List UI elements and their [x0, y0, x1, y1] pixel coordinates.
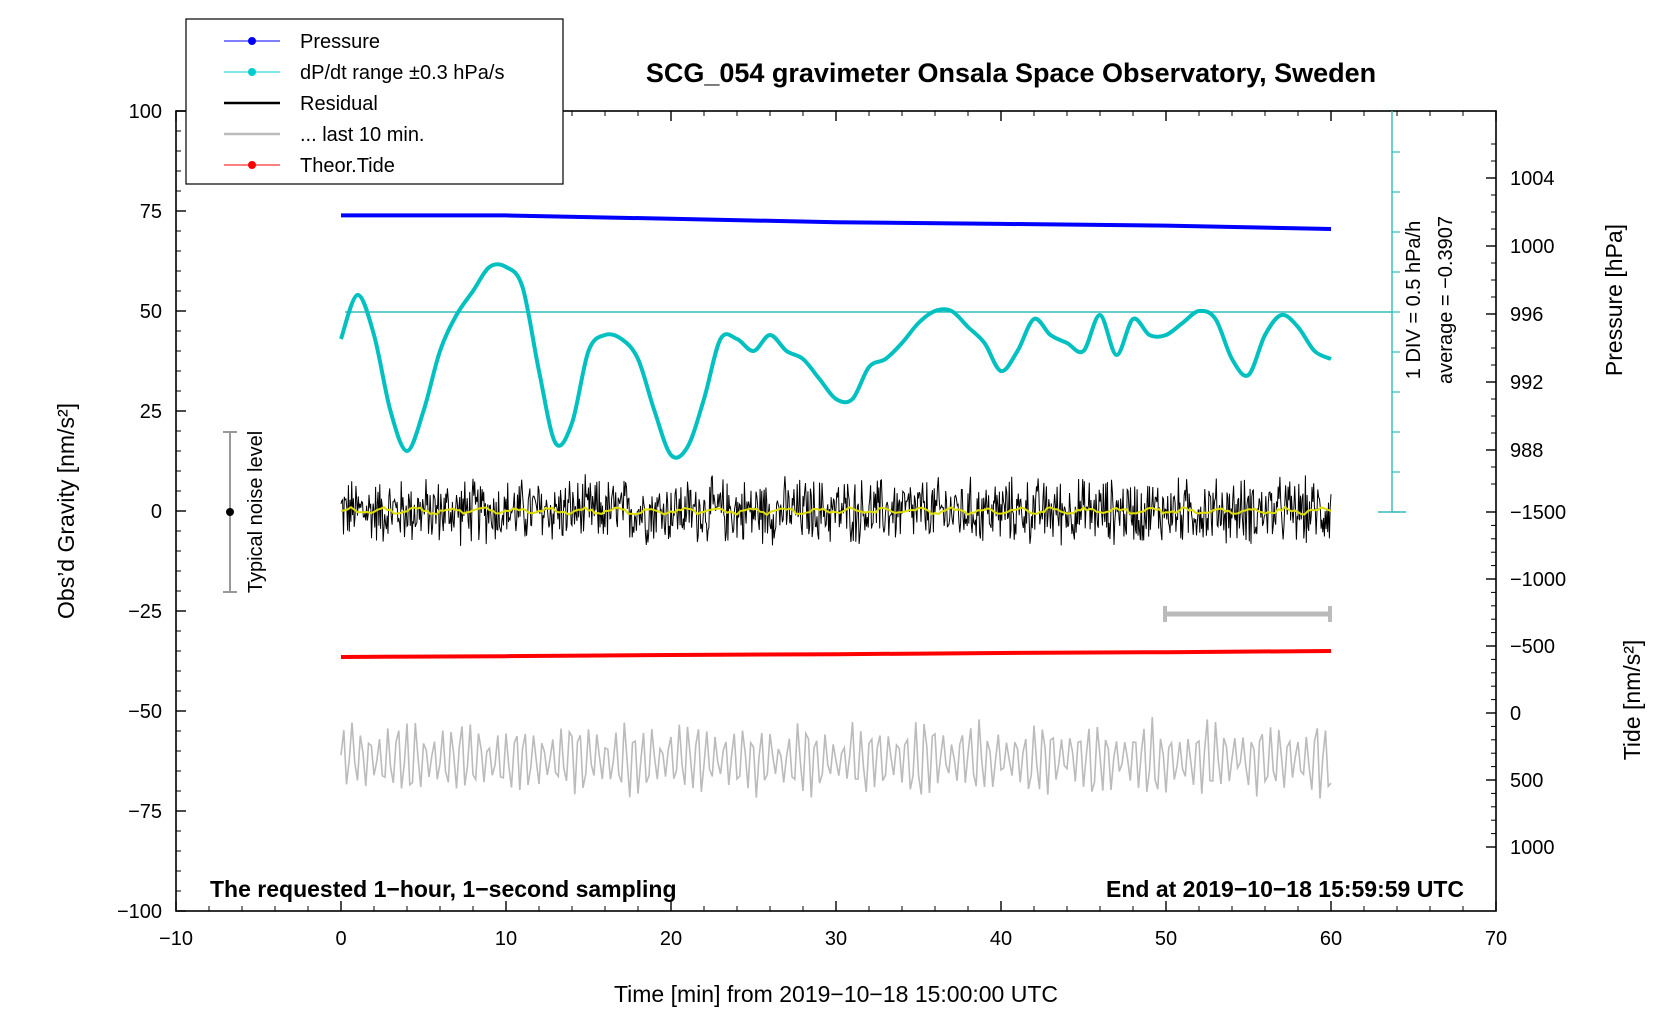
- tide-axis-title: Tide [nm/s²]: [1619, 640, 1645, 761]
- y-axis-right: 1004 1000 996 992 988 1000 500 0 −500 −1000 −1500: [1486, 143, 1566, 859]
- y-tick-label: 50: [140, 301, 162, 323]
- y-tick-label: 75: [140, 201, 162, 223]
- y-axis-left-title: Obs’d Gravity [nm/s²]: [53, 403, 79, 619]
- y-tick-label: −75: [128, 801, 162, 823]
- y-tick-label: −100: [117, 901, 162, 923]
- sampling-note: The requested 1−hour, 1−second sampling: [210, 876, 677, 902]
- series-residual-smoothed: [340, 505, 1332, 516]
- legend-label: Theor.Tide: [300, 155, 395, 177]
- pressure-tick-label: 996: [1510, 304, 1543, 326]
- y-tick-label: −50: [128, 701, 162, 723]
- x-tick-label: 0: [335, 928, 346, 950]
- x-axis-title: Time [min] from 2019−10−18 15:00:00 UTC: [614, 981, 1058, 1007]
- y-axis-left: 100 75 50 25 0 −25 −50 −75 −100: [117, 101, 186, 923]
- x-tick-label: 40: [990, 928, 1012, 950]
- tide-tick-label: 0: [1510, 703, 1521, 725]
- series-last-10-min: [340, 717, 1332, 799]
- tide-tick-label: −500: [1510, 636, 1555, 658]
- series-residual: [340, 474, 1332, 546]
- tide-tick-label: 500: [1510, 770, 1543, 792]
- pressure-tick-label: 992: [1510, 372, 1543, 394]
- legend: Pressure dP/dt range ±0.3 hPa/s Residual..…: [185, 18, 564, 185]
- series-pressure: [341, 213, 1332, 231]
- series-layer: [339, 213, 1332, 799]
- noise-level-label: Typical noise level: [245, 431, 267, 593]
- legend-marker: [248, 68, 256, 76]
- last-10-min-bracket: [1163, 606, 1332, 622]
- series-theor-tide: [340, 649, 1332, 659]
- legend-label: Residual: [300, 93, 378, 115]
- tide-tick-label: −1500: [1510, 502, 1566, 524]
- legend-label: dP/dt range ±0.3 hPa/s: [300, 62, 504, 84]
- pressure-tick-label: 1004: [1510, 168, 1555, 190]
- y-tick-label: 25: [140, 401, 162, 423]
- x-tick-label: 70: [1485, 928, 1507, 950]
- tide-tick-label: −1000: [1510, 569, 1566, 591]
- end-time-note: End at 2019−10−18 15:59:59 UTC: [1106, 876, 1464, 902]
- x-tick-label: 30: [825, 928, 847, 950]
- legend-label: ... last 10 min.: [300, 124, 425, 146]
- chart-title: SCG_054 gravimeter Onsala Space Observat…: [646, 58, 1376, 88]
- legend-marker: [248, 37, 256, 45]
- x-tick-label: 50: [1155, 928, 1177, 950]
- x-tick-label: −10: [159, 928, 193, 950]
- noise-level-bar: [223, 431, 237, 593]
- dpdt-scale-text-1: 1 DIV = 0.5 hPa/h: [1403, 221, 1425, 379]
- dpdt-scale-bar: [1378, 111, 1406, 513]
- dpdt-scale-text-2: average = −0.3907: [1435, 216, 1457, 384]
- x-tick-label: 10: [495, 928, 517, 950]
- y-tick-label: 100: [129, 101, 162, 123]
- y-tick-label: −25: [128, 601, 162, 623]
- x-axis: −10 0 10 20 30 40 50 60 70: [159, 111, 1507, 950]
- legend-label: Pressure: [300, 31, 380, 53]
- pressure-axis-title: Pressure [hPa]: [1601, 224, 1627, 376]
- tide-tick-label: 1000: [1510, 837, 1555, 859]
- pressure-tick-label: 1000: [1510, 236, 1555, 258]
- series-dpdt: [339, 262, 1332, 460]
- x-tick-label: 20: [660, 928, 682, 950]
- legend-marker: [248, 161, 256, 169]
- y-tick-label: 0: [151, 501, 162, 523]
- x-tick-label: 60: [1320, 928, 1342, 950]
- pressure-tick-label: 988: [1510, 440, 1543, 462]
